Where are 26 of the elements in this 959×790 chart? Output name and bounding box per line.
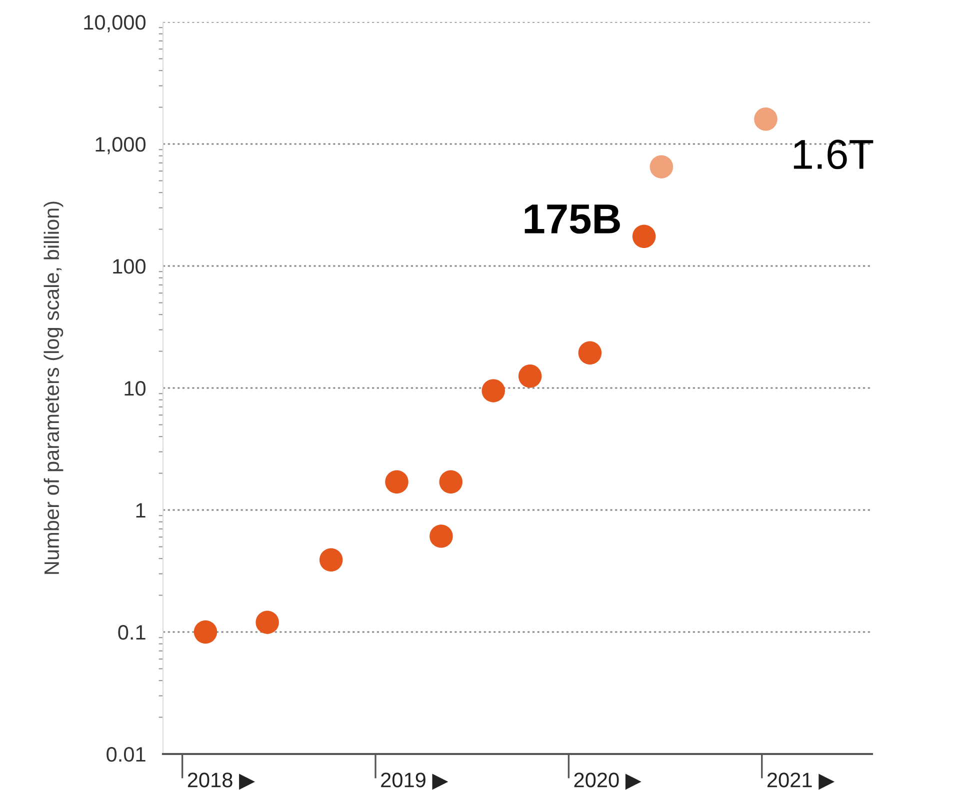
x-tick-label: 2020 ▶ bbox=[574, 772, 642, 790]
y-tick-label: 0.01 bbox=[106, 747, 146, 762]
point bbox=[650, 155, 674, 178]
y-axis-title: Number of parameters (log scale, billion) bbox=[44, 202, 64, 574]
x-tick-label: 2019 ▶ bbox=[381, 772, 448, 790]
annotation: 175B bbox=[524, 204, 620, 234]
point bbox=[518, 364, 542, 388]
point bbox=[632, 224, 656, 248]
y-tick-label: 100 bbox=[113, 259, 146, 274]
point bbox=[194, 620, 218, 644]
point bbox=[430, 524, 453, 548]
y-tick-label: 1,000 bbox=[96, 137, 146, 154]
y-tick-label: 0.1 bbox=[118, 625, 146, 640]
x-tick-label: 2021 ▶ bbox=[767, 772, 835, 790]
point bbox=[256, 610, 279, 634]
y-tick-label: 10,000 bbox=[84, 15, 146, 32]
point bbox=[482, 379, 505, 402]
y-tick-label: 10 bbox=[124, 381, 146, 396]
annotation: 1.6T bbox=[794, 140, 874, 170]
point bbox=[578, 341, 602, 365]
y-tick-label: 1 bbox=[136, 503, 146, 518]
x-tick-label: 2018 ▶ bbox=[188, 772, 255, 790]
point bbox=[385, 470, 408, 494]
point bbox=[754, 107, 778, 131]
point bbox=[439, 470, 462, 494]
point bbox=[319, 548, 343, 572]
